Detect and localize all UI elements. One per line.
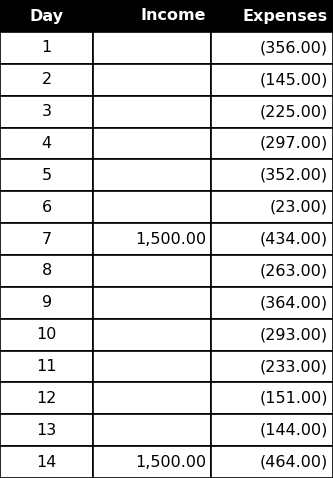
- Bar: [0, 319, 93, 350]
- Text: (464.00): (464.00): [260, 455, 328, 469]
- Bar: [0, 382, 93, 414]
- Text: (297.00): (297.00): [260, 136, 328, 151]
- Bar: [0, 160, 93, 191]
- Bar: [93, 64, 211, 96]
- Bar: [93, 319, 211, 350]
- Bar: [211, 160, 333, 191]
- Text: (144.00): (144.00): [260, 423, 328, 438]
- Text: (356.00): (356.00): [260, 41, 328, 55]
- Bar: [0, 350, 93, 382]
- Bar: [211, 64, 333, 96]
- Bar: [0, 446, 93, 478]
- Bar: [93, 96, 211, 128]
- Text: 13: 13: [37, 423, 57, 438]
- Bar: [211, 287, 333, 319]
- Text: 8: 8: [42, 263, 52, 278]
- Bar: [0, 96, 93, 128]
- Text: (364.00): (364.00): [260, 295, 328, 310]
- Bar: [93, 255, 211, 287]
- Text: (263.00): (263.00): [260, 263, 328, 278]
- Bar: [93, 223, 211, 255]
- Bar: [93, 382, 211, 414]
- Text: 12: 12: [36, 391, 57, 406]
- Bar: [211, 96, 333, 128]
- Text: 10: 10: [36, 327, 57, 342]
- Bar: [93, 414, 211, 446]
- Bar: [211, 255, 333, 287]
- Text: (145.00): (145.00): [260, 72, 328, 87]
- Bar: [0, 128, 93, 160]
- Text: (23.00): (23.00): [270, 200, 328, 215]
- Bar: [0, 287, 93, 319]
- Text: 1,500.00: 1,500.00: [135, 231, 206, 247]
- Bar: [93, 128, 211, 160]
- Bar: [93, 32, 211, 64]
- Bar: [0, 32, 93, 64]
- Bar: [93, 287, 211, 319]
- Text: (225.00): (225.00): [260, 104, 328, 119]
- Bar: [211, 223, 333, 255]
- Text: 3: 3: [42, 104, 52, 119]
- Bar: [0, 255, 93, 287]
- Text: 9: 9: [42, 295, 52, 310]
- Text: 1,500.00: 1,500.00: [135, 455, 206, 469]
- Bar: [0, 414, 93, 446]
- Text: 4: 4: [42, 136, 52, 151]
- Text: 14: 14: [36, 455, 57, 469]
- Text: 2: 2: [42, 72, 52, 87]
- Bar: [211, 350, 333, 382]
- Bar: [211, 0, 333, 32]
- Text: 1: 1: [42, 41, 52, 55]
- Text: Expenses: Expenses: [243, 9, 328, 23]
- Bar: [93, 191, 211, 223]
- Text: Income: Income: [141, 9, 206, 23]
- Bar: [93, 160, 211, 191]
- Bar: [211, 414, 333, 446]
- Bar: [93, 350, 211, 382]
- Bar: [0, 64, 93, 96]
- Bar: [211, 319, 333, 350]
- Text: (352.00): (352.00): [260, 168, 328, 183]
- Text: (293.00): (293.00): [260, 327, 328, 342]
- Bar: [211, 128, 333, 160]
- Bar: [211, 382, 333, 414]
- Bar: [211, 446, 333, 478]
- Bar: [0, 0, 93, 32]
- Bar: [211, 191, 333, 223]
- Text: 7: 7: [42, 231, 52, 247]
- Text: 11: 11: [36, 359, 57, 374]
- Bar: [0, 191, 93, 223]
- Text: Day: Day: [30, 9, 64, 23]
- Bar: [93, 446, 211, 478]
- Text: 6: 6: [42, 200, 52, 215]
- Bar: [93, 0, 211, 32]
- Bar: [211, 32, 333, 64]
- Text: (233.00): (233.00): [260, 359, 328, 374]
- Text: (434.00): (434.00): [260, 231, 328, 247]
- Text: 5: 5: [42, 168, 52, 183]
- Text: (151.00): (151.00): [259, 391, 328, 406]
- Bar: [0, 223, 93, 255]
